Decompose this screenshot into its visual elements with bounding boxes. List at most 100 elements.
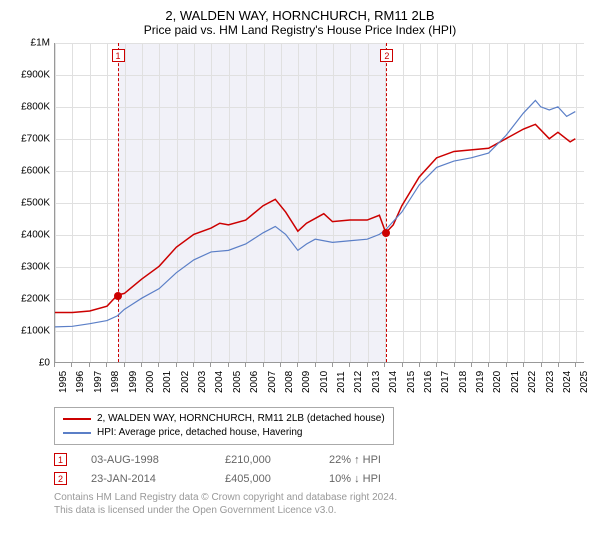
- transaction-row: 1 03-AUG-1998 £210,000 22% ↑ HPI: [54, 453, 588, 466]
- legend-row: 2, WALDEN WAY, HORNCHURCH, RM11 2LB (det…: [63, 412, 385, 426]
- legend-label: HPI: Average price, detached house, Have…: [97, 426, 303, 440]
- x-tick-label: 2020: [492, 371, 503, 393]
- x-tick-mark: [228, 363, 229, 367]
- y-tick-label: £400K: [21, 230, 50, 241]
- chart-title: 2, WALDEN WAY, HORNCHURCH, RM11 2LB: [12, 8, 588, 23]
- x-tick-mark: [541, 363, 542, 367]
- y-tick-label: £900K: [21, 70, 50, 81]
- y-tick-label: £200K: [21, 294, 50, 305]
- x-tick-label: 2021: [510, 371, 521, 393]
- legend-label: 2, WALDEN WAY, HORNCHURCH, RM11 2LB (det…: [97, 412, 385, 426]
- transaction-dot: [114, 292, 122, 300]
- x-tick-mark: [419, 363, 420, 367]
- x-tick-label: 2008: [284, 371, 295, 393]
- transaction-marker: 1: [112, 49, 125, 62]
- x-tick-mark: [575, 363, 576, 367]
- transaction-price: £405,000: [225, 473, 305, 485]
- y-tick-label: £100K: [21, 326, 50, 337]
- x-tick-label: 2012: [353, 371, 364, 393]
- transaction-dot: [382, 229, 390, 237]
- x-tick-label: 2016: [423, 371, 434, 393]
- x-tick-label: 2017: [440, 371, 451, 393]
- x-tick-label: 1999: [128, 371, 139, 393]
- x-tick-label: 2014: [388, 371, 399, 393]
- x-tick-label: 2018: [458, 371, 469, 393]
- footer-line-2: This data is licensed under the Open Gov…: [54, 504, 588, 517]
- legend-swatch: [63, 418, 91, 420]
- x-tick-label: 2004: [214, 371, 225, 393]
- series-hpi: [55, 100, 575, 326]
- y-tick-label: £700K: [21, 134, 50, 145]
- x-tick-mark: [402, 363, 403, 367]
- x-tick-mark: [488, 363, 489, 367]
- x-tick-mark: [471, 363, 472, 367]
- transaction-marker: 2: [380, 49, 393, 62]
- transaction-delta: 22% ↑ HPI: [329, 454, 381, 466]
- legend-swatch: [63, 432, 91, 434]
- x-tick-mark: [263, 363, 264, 367]
- x-tick-label: 1995: [58, 371, 69, 393]
- x-tick-mark: [71, 363, 72, 367]
- x-tick-label: 1997: [93, 371, 104, 393]
- x-tick-label: 2013: [371, 371, 382, 393]
- transactions-table: 103-AUG-1998£210,00022% ↑ HPI223-JAN-201…: [54, 453, 588, 485]
- x-tick-mark: [280, 363, 281, 367]
- x-tick-mark: [245, 363, 246, 367]
- x-tick-label: 2000: [145, 371, 156, 393]
- x-tick-label: 2001: [162, 371, 173, 393]
- x-tick-mark: [558, 363, 559, 367]
- x-tick-mark: [89, 363, 90, 367]
- x-tick-label: 2019: [475, 371, 486, 393]
- y-tick-label: £800K: [21, 102, 50, 113]
- x-tick-mark: [349, 363, 350, 367]
- legend: 2, WALDEN WAY, HORNCHURCH, RM11 2LB (det…: [54, 407, 394, 445]
- x-tick-label: 1996: [75, 371, 86, 393]
- x-tick-mark: [297, 363, 298, 367]
- x-tick-label: 2022: [527, 371, 538, 393]
- y-tick-label: £600K: [21, 166, 50, 177]
- transaction-row: 223-JAN-2014£405,00010% ↓ HPI: [54, 472, 588, 485]
- x-tick-label: 2010: [319, 371, 330, 393]
- x-tick-mark: [315, 363, 316, 367]
- transaction-date: 03-AUG-1998: [91, 454, 201, 466]
- x-tick-label: 2011: [336, 371, 347, 393]
- x-tick-label: 2025: [579, 371, 590, 393]
- y-tick-label: £300K: [21, 262, 50, 273]
- x-tick-mark: [124, 363, 125, 367]
- x-axis: 1995199619971998199920002001200220032004…: [54, 363, 584, 403]
- x-tick-mark: [141, 363, 142, 367]
- transaction-price: £210,000: [225, 454, 305, 466]
- x-tick-label: 2023: [545, 371, 556, 393]
- x-tick-mark: [454, 363, 455, 367]
- x-tick-mark: [523, 363, 524, 367]
- chart-container: 2, WALDEN WAY, HORNCHURCH, RM11 2LB Pric…: [0, 0, 600, 560]
- x-tick-mark: [158, 363, 159, 367]
- transaction-number: 1: [54, 453, 67, 466]
- x-tick-mark: [210, 363, 211, 367]
- x-tick-label: 2003: [197, 371, 208, 393]
- legend-row: HPI: Average price, detached house, Have…: [63, 426, 385, 440]
- transaction-date: 23-JAN-2014: [91, 473, 201, 485]
- x-tick-mark: [384, 363, 385, 367]
- x-tick-mark: [506, 363, 507, 367]
- x-tick-mark: [436, 363, 437, 367]
- y-tick-label: £0: [39, 358, 50, 369]
- transaction-delta: 10% ↓ HPI: [329, 473, 381, 485]
- chart-area: £0 £100K £200K £300K £400K £500K £600K £700K £80…: [12, 43, 588, 403]
- x-tick-mark: [54, 363, 55, 367]
- footer-line-1: Contains HM Land Registry data © Crown c…: [54, 491, 588, 504]
- x-tick-mark: [176, 363, 177, 367]
- footer-attribution: Contains HM Land Registry data © Crown c…: [54, 491, 588, 517]
- x-tick-label: 2024: [562, 371, 573, 393]
- plot-area: 12: [54, 43, 584, 363]
- x-tick-mark: [106, 363, 107, 367]
- x-tick-mark: [193, 363, 194, 367]
- x-tick-label: 2007: [267, 371, 278, 393]
- x-tick-mark: [332, 363, 333, 367]
- x-tick-label: 2006: [249, 371, 260, 393]
- x-tick-label: 2015: [406, 371, 417, 393]
- y-tick-label: £1M: [31, 38, 50, 49]
- y-tick-label: £500K: [21, 198, 50, 209]
- chart-subtitle: Price paid vs. HM Land Registry's House …: [12, 23, 588, 37]
- series-lines: [55, 43, 584, 362]
